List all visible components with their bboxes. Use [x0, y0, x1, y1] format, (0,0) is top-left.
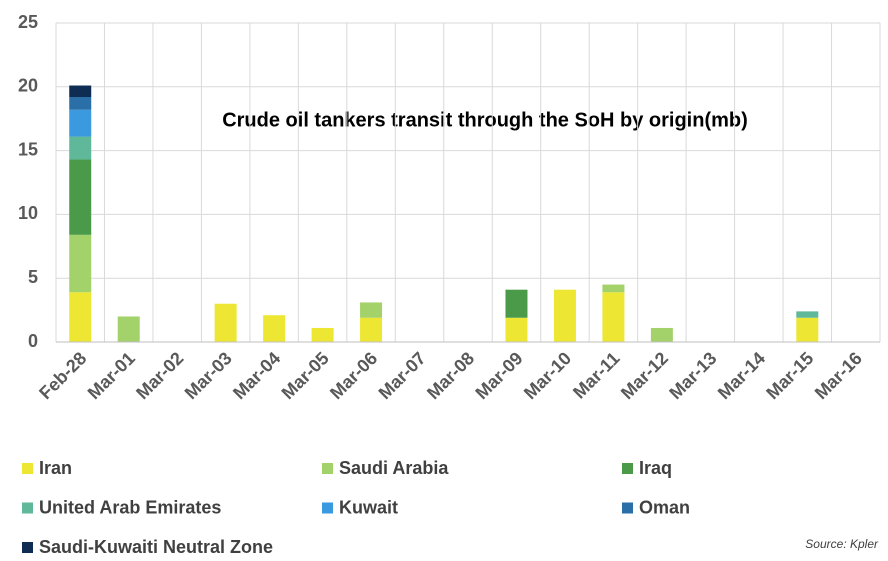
bar-segment [69, 109, 92, 137]
bar-segment [650, 327, 673, 342]
bar-segment [796, 317, 819, 342]
x-tick-label: Mar-08 [423, 348, 478, 403]
legend-label: Saudi Arabia [339, 458, 449, 478]
x-tick-label: Mar-14 [714, 348, 769, 403]
legend-label: Kuwait [339, 497, 398, 517]
legend-swatch [622, 502, 633, 514]
x-tick-label: Mar-11 [569, 348, 623, 402]
bar-segment [360, 317, 383, 342]
bar-segment [69, 136, 92, 160]
x-tick-label: Mar-09 [471, 348, 526, 403]
x-tick-label: Mar-03 [181, 348, 236, 403]
x-tick-label: Mar-13 [665, 348, 720, 403]
x-tick-label: Mar-10 [520, 348, 575, 403]
y-tick-label: 10 [18, 203, 38, 223]
bar-segment [263, 315, 286, 342]
x-tick-label: Mar-02 [132, 348, 187, 403]
bar-segment [69, 85, 92, 98]
bar-segment [360, 302, 383, 318]
y-tick-label: 20 [18, 76, 38, 96]
legend-label: United Arab Emirates [39, 497, 221, 517]
x-tick-label: Mar-15 [762, 348, 817, 403]
x-tick-label: Mar-06 [326, 348, 381, 403]
legend-swatch [322, 502, 333, 514]
x-tick-label: Mar-01 [84, 348, 139, 403]
x-tick-label: Mar-12 [617, 348, 672, 403]
bar-segment [311, 327, 334, 342]
legend-swatch [22, 502, 33, 514]
bar-segment [796, 311, 819, 318]
legend-swatch [322, 463, 333, 474]
y-tick-label: 15 [18, 139, 38, 159]
chart-title: Crude oil tankers transit through the So… [222, 109, 748, 131]
legend-label: Oman [639, 497, 690, 517]
x-tick-label: Mar-04 [229, 348, 284, 403]
legend-swatch [622, 463, 633, 474]
legend-label: Iraq [639, 458, 672, 478]
bar-segment [69, 292, 92, 342]
bar-segment [214, 303, 237, 342]
legend-swatch [22, 463, 33, 474]
bar-segment [69, 234, 92, 293]
legend-label: Iran [39, 458, 72, 478]
x-tick-label: Feb-28 [35, 348, 90, 403]
bar-segment [69, 97, 92, 110]
y-tick-label: 5 [28, 267, 38, 287]
bar-segment [553, 289, 576, 342]
bar-segment [602, 284, 625, 293]
bar-segment [505, 289, 528, 318]
x-tick-label: Mar-05 [278, 348, 333, 403]
source: Source: Kpler [805, 537, 879, 551]
y-tick-label: 25 [18, 12, 38, 32]
y-tick-label: 0 [28, 331, 38, 351]
bar-segment [505, 317, 528, 342]
bar-segment [602, 292, 625, 342]
legend-label: Saudi-Kuwaiti Neutral Zone [39, 537, 273, 557]
x-tick-label: Mar-16 [811, 348, 866, 403]
bar-segment [69, 159, 92, 235]
legend-swatch [22, 542, 33, 553]
bar-segment [117, 316, 140, 342]
x-tick-label: Mar-07 [375, 348, 430, 403]
